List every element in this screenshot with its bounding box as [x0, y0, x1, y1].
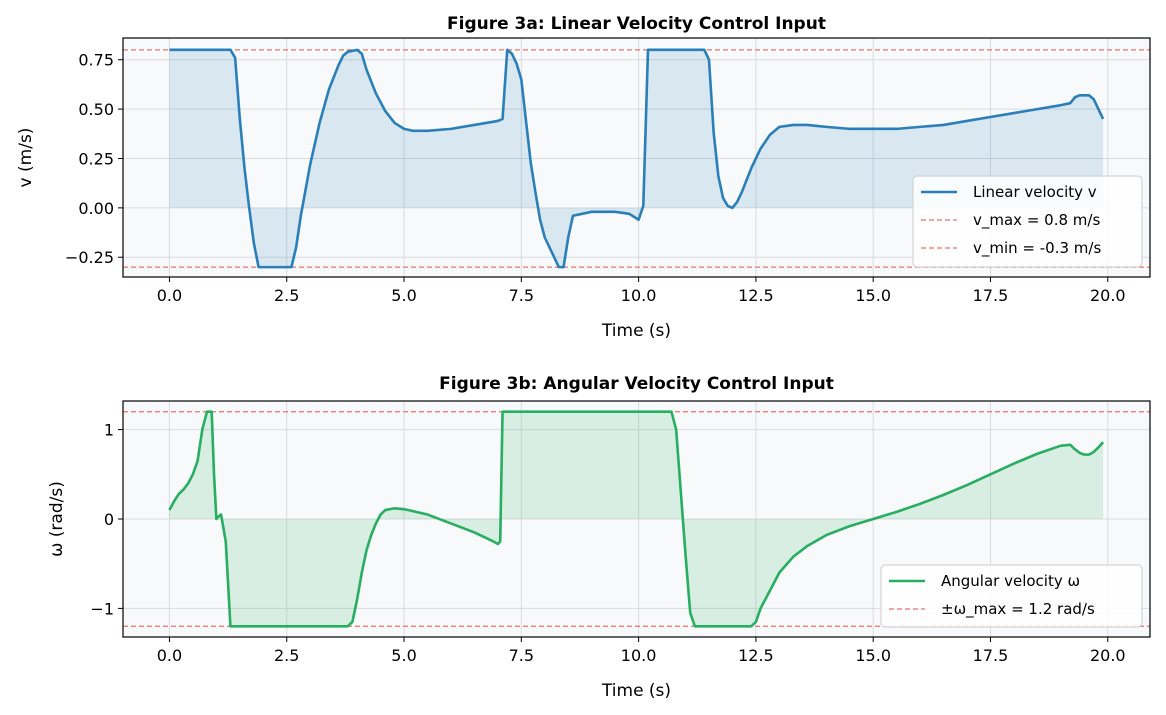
y-tick-label: −1: [90, 599, 114, 618]
chart-panel-2: 0.0 2.5 5.0 7.5 10.0 12.5 15.0 17.5 20.0 −1 0 1 Figu…: [47, 374, 1151, 701]
x-axis-label: Time (s): [601, 321, 671, 341]
x-tick-label: 2.5: [274, 646, 299, 665]
area-fill: [169, 411, 1104, 627]
x-tick-label: 0.0: [157, 286, 182, 305]
legend-label: Angular velocity ω: [941, 572, 1080, 590]
legend-box: [880, 564, 1143, 628]
x-tick-label: 12.5: [738, 646, 774, 665]
y-tick-label: −0.25: [65, 248, 114, 267]
x-tick-label: 20.0: [1090, 286, 1126, 305]
x-tick-label: 15.0: [855, 286, 891, 305]
series-line: [168, 410, 1105, 628]
x-tick-label: 17.5: [973, 646, 1009, 665]
chart-panel-1: 0.0 2.5 5.0 7.5 10.0 12.5 15.0 17.5 20.0 −0.25 0.0…: [16, 14, 1151, 341]
y-tick-label: 0.50: [78, 100, 114, 119]
x-tick-label: 10.0: [621, 646, 657, 665]
y-axis-label: v (m/s): [16, 128, 36, 188]
x-tick-label: 7.5: [509, 286, 534, 305]
legend-label: Linear velocity v: [973, 183, 1097, 201]
axes-frame: [122, 37, 1151, 278]
y-axis-label: ω (rad/s): [47, 481, 67, 557]
area-fill: [169, 49, 1104, 268]
x-tick-label: 15.0: [855, 646, 891, 665]
legend: Linear velocity v v_max = 0.8 m/s v_min = …: [912, 175, 1143, 268]
legend-box: [912, 175, 1143, 268]
x-axis-label: Time (s): [601, 681, 671, 701]
x-tick-label: 12.5: [738, 286, 774, 305]
chart-title: Figure 3b: Angular Velocity Control Inpu…: [439, 374, 834, 394]
y-tick-label: 0.25: [78, 149, 114, 168]
x-tick-label: 7.5: [509, 646, 534, 665]
x-tick-label: 17.5: [973, 286, 1009, 305]
y-tick-label: 0.75: [78, 51, 114, 70]
x-tick-label: 20.0: [1090, 646, 1126, 665]
legend-label: ±ω_max = 1.2 rad/s: [941, 600, 1095, 619]
chart-title: Figure 3a: Linear Velocity Control Input: [447, 14, 826, 34]
series-line: [169, 48, 1105, 269]
legend-label: v_max = 0.8 m/s: [973, 211, 1100, 230]
x-tick-label: 2.5: [274, 286, 299, 305]
y-tick-label: 0: [104, 510, 114, 529]
legend-label: v_min = -0.3 m/s: [973, 239, 1101, 258]
x-tick-label: 10.0: [621, 286, 657, 305]
x-tick-label: 5.0: [391, 646, 416, 665]
y-tick-label: 0.00: [78, 199, 114, 218]
x-tick-label: 5.0: [391, 286, 416, 305]
y-tick-label: 1: [104, 421, 114, 440]
x-tick-label: 0.0: [157, 646, 182, 665]
legend: Angular velocity ω ±ω_max = 1.2 rad/s: [880, 564, 1143, 628]
